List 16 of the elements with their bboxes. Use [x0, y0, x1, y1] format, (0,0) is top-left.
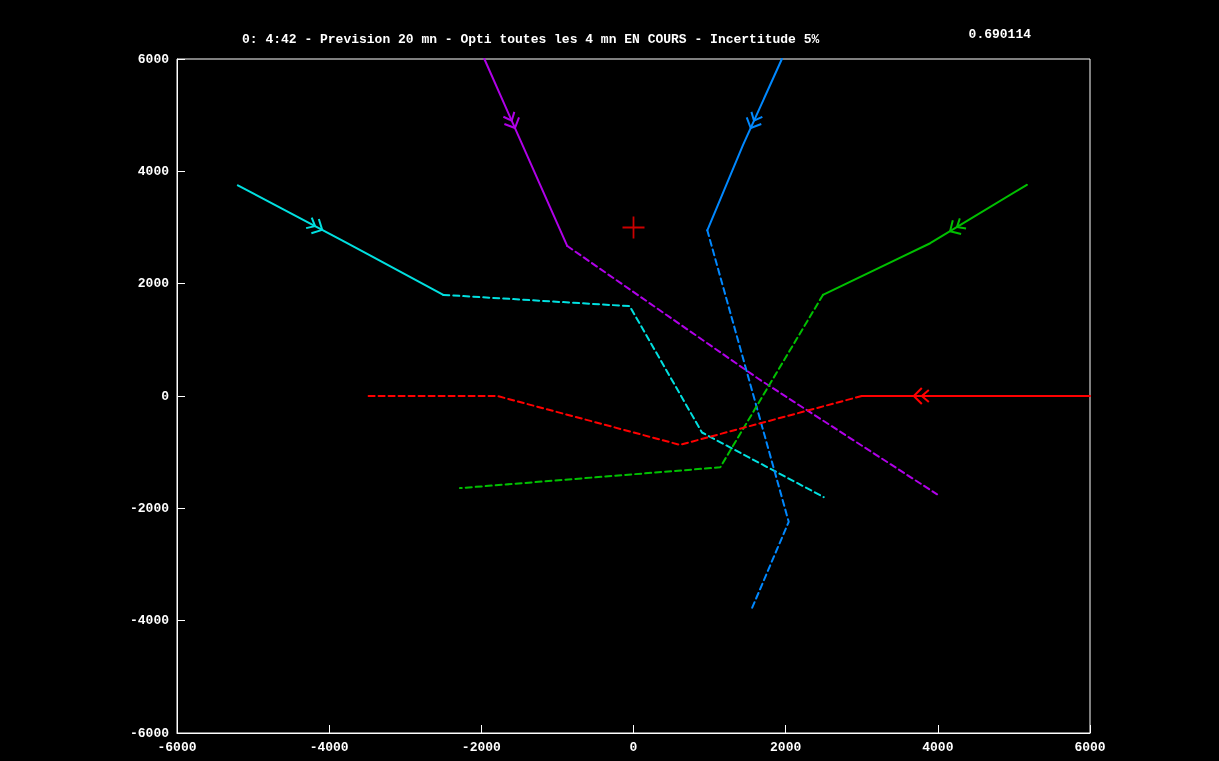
x-tick-label: -4000: [309, 740, 349, 755]
y-tick-label: 4000: [137, 163, 170, 179]
x-tick-label: 0: [629, 740, 638, 755]
x-tick-label: 4000: [922, 740, 954, 755]
y-tick-label: 2000: [137, 276, 170, 292]
x-tick-label: 2000: [770, 740, 802, 755]
y-tick-label: -4000: [129, 613, 170, 629]
x-tick-label: -6000: [157, 740, 197, 755]
x-tick-label: 6000: [1074, 740, 1106, 755]
x-tick-label: -2000: [461, 740, 502, 755]
text: 0.690114: [968, 27, 1032, 42]
y-tick-label: -2000: [129, 500, 170, 516]
y-tick-label: 0: [161, 388, 170, 404]
y-tick-label: 6000: [137, 51, 170, 67]
chart-title: 0: 4:42 - Prevision 20 mn - Opti toutes les 4 mn EN COURS - Incertitude 5%: [242, 32, 820, 47]
y-tick-label: -6000: [129, 725, 170, 741]
